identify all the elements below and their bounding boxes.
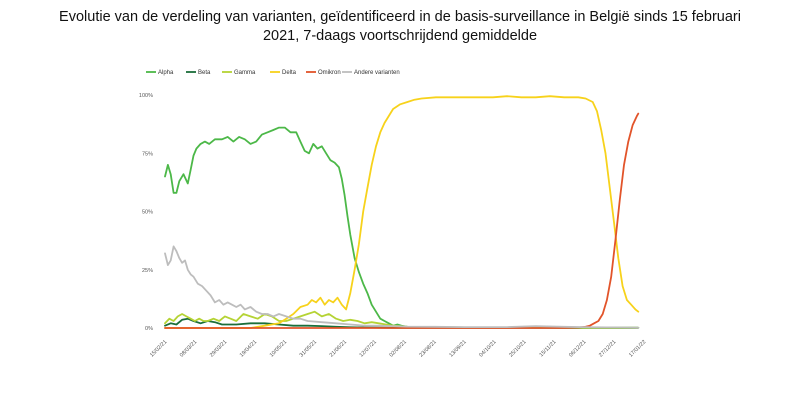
series-line-gamma [164, 310, 640, 329]
x-tick-label: 25/10/21 [508, 339, 527, 358]
chart-title: Evolutie van de verdeling van varianten,… [0, 8, 800, 46]
y-tick-label: 50% [142, 210, 153, 216]
x-tick-label: 19/04/21 [239, 339, 258, 358]
y-tick-label: 75% [142, 151, 153, 157]
y-tick-label: 0% [145, 326, 153, 332]
x-tick-label: 04/10/21 [478, 339, 497, 358]
x-tick-label: 27/12/21 [598, 339, 617, 358]
legend-label-beta: Beta [198, 70, 211, 76]
legend-label-gamma: Gamma [234, 70, 256, 76]
y-tick-label: 100% [139, 93, 153, 99]
x-tick-label: 02/08/21 [389, 339, 408, 358]
x-tick-label: 08/03/21 [179, 339, 198, 358]
x-tick-label: 13/09/21 [448, 339, 467, 358]
x-tick-label: 15/11/21 [538, 339, 557, 358]
x-tick-label: 15/02/21 [149, 339, 168, 358]
legend-label-omikron: Omikron [318, 70, 341, 76]
x-tick-label: 12/07/21 [359, 339, 378, 358]
series-line-alpha [164, 126, 640, 329]
x-tick-label: 31/05/21 [299, 339, 318, 358]
x-tick-label: 21/06/21 [329, 339, 348, 358]
legend-label-alpha: Alpha [158, 70, 174, 76]
legend-label-delta: Delta [282, 70, 297, 76]
x-tick-label: 23/08/21 [418, 339, 437, 358]
series-line-andere-varianten [164, 245, 640, 329]
y-tick-label: 25% [142, 268, 153, 274]
chart-title-line-2: 2021, 7-daags voortschrijdend gemiddelde [262, 28, 538, 44]
chart-title-line-1: Evolutie van de verdeling van varianten,… [59, 9, 741, 25]
x-tick-label: 29/03/21 [209, 339, 228, 358]
x-tick-label: 06/12/21 [568, 339, 587, 358]
x-tick-label: 10/05/21 [269, 339, 288, 358]
series-line-omikron [164, 112, 640, 329]
x-tick-label: 17/01/22 [628, 339, 647, 358]
legend-label-andere-varianten: Andere varianten [354, 70, 400, 76]
series-line-delta [164, 95, 640, 329]
